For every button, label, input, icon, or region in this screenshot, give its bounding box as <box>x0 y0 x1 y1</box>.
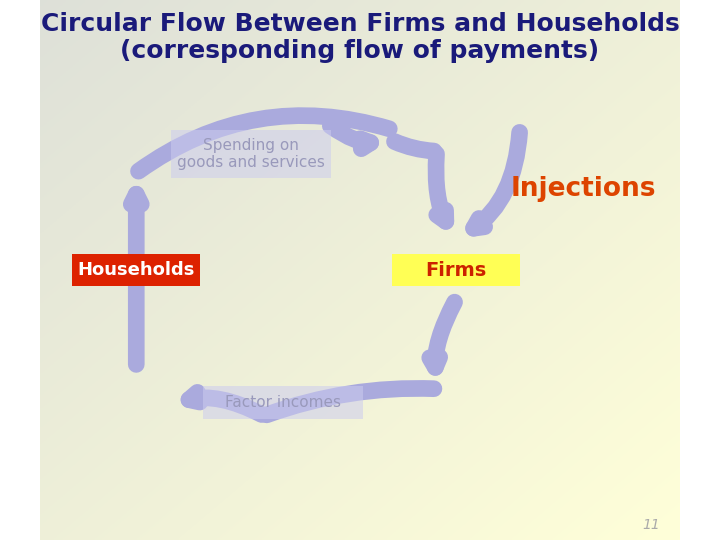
FancyBboxPatch shape <box>203 386 363 418</box>
Text: Injections: Injections <box>511 176 657 202</box>
Text: 11: 11 <box>643 518 660 532</box>
FancyArrowPatch shape <box>395 141 434 151</box>
Text: Circular Flow Between Firms and Households: Circular Flow Between Firms and Househol… <box>40 12 680 36</box>
FancyBboxPatch shape <box>171 130 331 178</box>
Text: Spending on
goods and services: Spending on goods and services <box>177 138 325 170</box>
FancyArrowPatch shape <box>266 388 434 415</box>
Text: Households: Households <box>78 261 195 279</box>
Text: Firms: Firms <box>426 260 487 280</box>
FancyBboxPatch shape <box>72 254 200 286</box>
FancyBboxPatch shape <box>392 254 520 286</box>
Text: (corresponding flow of payments): (corresponding flow of payments) <box>120 39 600 63</box>
Text: Factor incomes: Factor incomes <box>225 395 341 410</box>
FancyArrowPatch shape <box>138 116 390 171</box>
